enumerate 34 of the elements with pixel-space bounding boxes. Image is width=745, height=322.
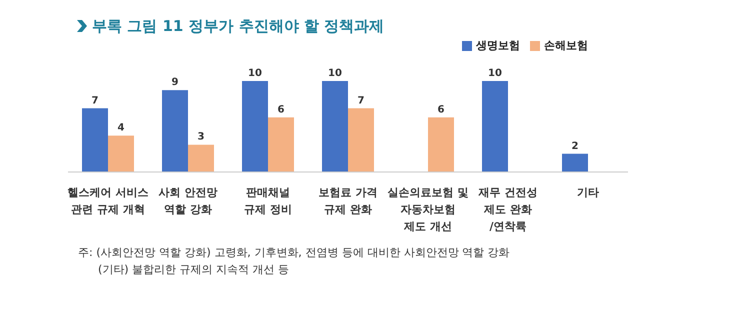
bar (268, 117, 294, 172)
bar (428, 117, 454, 172)
data-label: 2 (572, 140, 579, 152)
x-tick-label: 실손의료보험 및 자동차보험 제도 개선 (388, 186, 468, 233)
data-label: 7 (92, 95, 99, 106)
data-label: 10 (328, 68, 342, 79)
bar (242, 81, 268, 172)
text: (기타) 불합리한 규제의 지속적 개선 등 (97, 262, 290, 278)
data-label: 3 (198, 132, 205, 143)
chart-title: 부록 그림 11 정부가 추진해야 할 정책과제 (92, 16, 384, 36)
legend-label: 생명보험 (476, 39, 520, 52)
legend-label: 손해보험 (544, 39, 588, 52)
x-tick-label: 기타 (577, 186, 599, 199)
bar (108, 136, 134, 172)
text: 주: (사회안전망 역할 강화) 고령화, 기후변화, 전염병 등에 대비한 사회안전망 역할 강화 (78, 245, 511, 261)
x-tick-label: 사회 안전망 역할 강화 (158, 186, 218, 216)
data-label: 4 (118, 122, 125, 134)
data-label: 6 (278, 104, 285, 116)
bar (162, 90, 188, 172)
x-tick-label: 재무 건전성 제도 완화 /연착륙 (478, 186, 538, 233)
data-label: 7 (358, 95, 365, 106)
x-tick-label: 보험료 가격 규제 완화 (318, 186, 378, 216)
data-label: 10 (248, 68, 262, 79)
bar (188, 144, 214, 172)
data-label: 6 (438, 104, 445, 116)
data-label: 9 (172, 77, 179, 88)
data-label: 10 (488, 68, 502, 79)
bar (348, 108, 374, 172)
x-tick-label: 헬스케어 서비스 관련 규제 개혁 (68, 186, 148, 216)
x-tick-label: 판매채널 규제 정비 (244, 186, 292, 216)
bar (322, 81, 348, 172)
bar (562, 154, 588, 172)
bar (82, 108, 108, 172)
bar (482, 81, 508, 172)
